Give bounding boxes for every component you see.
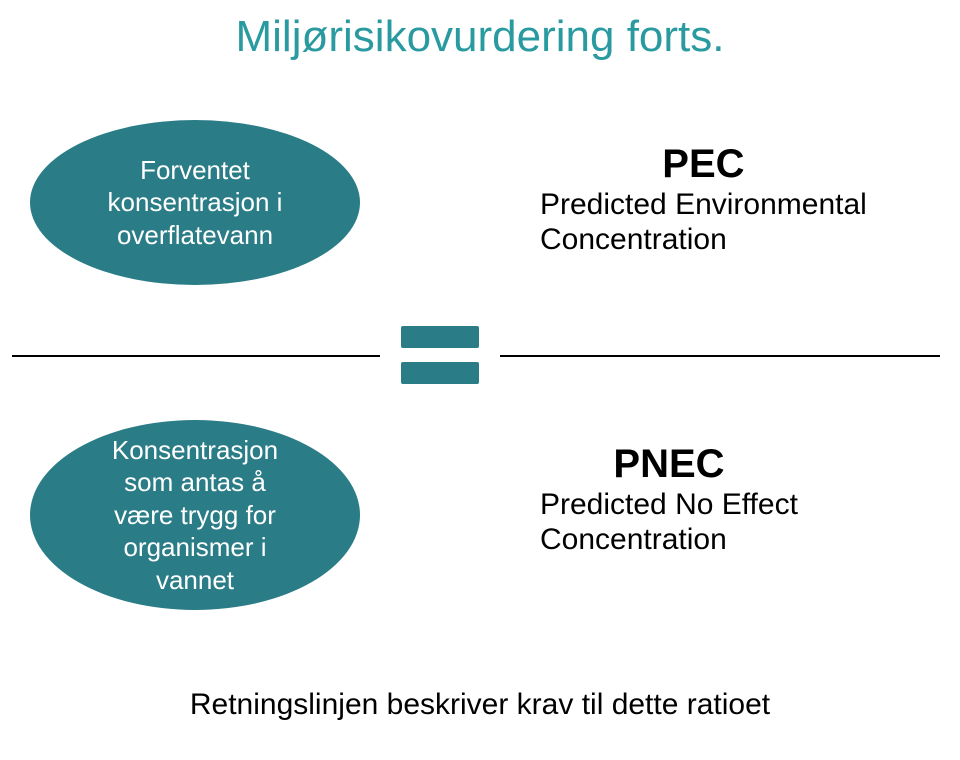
equals-icon	[401, 326, 479, 384]
ellipse2-line3: være trygg for	[112, 499, 278, 532]
ellipse1-text: Forventet konsentrasjon i overflatevann	[100, 148, 291, 258]
ellipse-trygg-konsentrasjon: Konsentrasjon som antas å være trygg for…	[30, 420, 360, 610]
page-title: Miljørisikovurdering forts.	[236, 12, 725, 62]
ellipse1-line2: konsentrasjon i	[108, 186, 283, 219]
ellipse2-line2: som antas å	[112, 466, 278, 499]
equals-bar-bottom	[401, 362, 479, 384]
definition-pnec: PNEC Predicted No Effect Concentration	[540, 442, 798, 558]
definition-pec: PEC Predicted Environmental Concentratio…	[540, 142, 867, 258]
ellipse-forventet-konsentrasjon: Forventet konsentrasjon i overflatevann	[30, 120, 360, 285]
footer-caption: Retningslinjen beskriver krav til dette …	[190, 688, 770, 722]
pnec-sub2: Concentration	[540, 522, 798, 557]
pnec-heading: PNEC	[540, 442, 798, 487]
fraction-line-right	[500, 355, 940, 357]
pnec-sub1: Predicted No Effect	[540, 487, 798, 522]
ellipse2-line1: Konsentrasjon	[112, 434, 278, 467]
ellipse2-text: Konsentrasjon som antas å være trygg for…	[104, 428, 286, 603]
equals-bar-top	[401, 326, 479, 348]
pec-sub2: Concentration	[540, 222, 867, 257]
ellipse1-line1: Forventet	[108, 154, 283, 187]
ellipse1-line3: overflatevann	[108, 219, 283, 252]
fraction-line-left	[12, 355, 380, 357]
pec-heading: PEC	[540, 142, 867, 187]
ellipse2-line5: vannet	[112, 564, 278, 597]
pec-sub1: Predicted Environmental	[540, 187, 867, 222]
ellipse2-line4: organismer i	[112, 531, 278, 564]
